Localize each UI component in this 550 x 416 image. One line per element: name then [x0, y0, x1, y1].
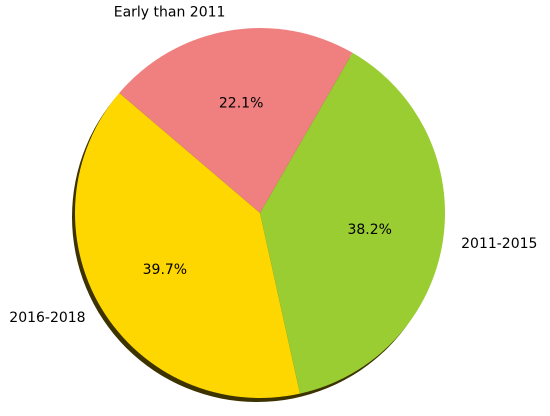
- pie-slice: [119, 28, 353, 214]
- slice-percent: 38.2%: [347, 222, 391, 238]
- pie-slice: [74, 92, 300, 399]
- slice-label: 2011-2015: [461, 236, 537, 252]
- slice-percent: 39.7%: [143, 262, 187, 278]
- slice-percent: 22.1%: [219, 96, 263, 112]
- slice-label: Early than 2011: [114, 4, 226, 20]
- pie-slice: [260, 52, 446, 394]
- slice-label: 2016-2018: [9, 310, 85, 326]
